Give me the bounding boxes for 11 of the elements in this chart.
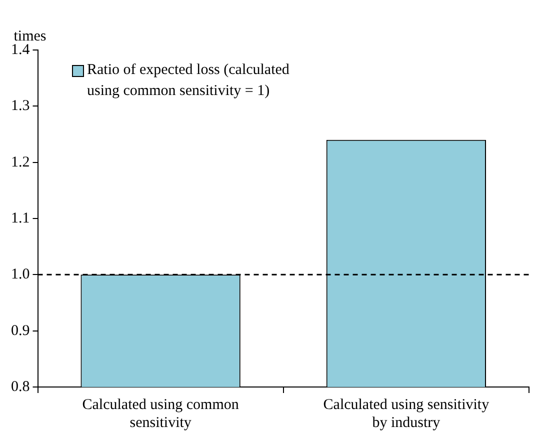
x-tick-label: Calculated using common sensitivity — [82, 396, 240, 431]
y-tick-label: 1.3 — [11, 98, 30, 114]
y-tick-label: 1.4 — [11, 42, 30, 58]
y-tick-label: 1.0 — [11, 266, 30, 283]
x-tick-label: Calculated using sensitivity by industry — [323, 396, 490, 431]
y-tick-label: 1.2 — [11, 154, 30, 170]
legend-label: Ratio of expected loss (calculated using common sensitivity = 1) — [87, 61, 290, 101]
y-tick-label: 0.9 — [11, 322, 30, 339]
y-tick-label: 1.1 — [11, 210, 30, 226]
y-axis-title: times — [14, 28, 46, 44]
y-tick-label: 0.8 — [11, 378, 30, 395]
